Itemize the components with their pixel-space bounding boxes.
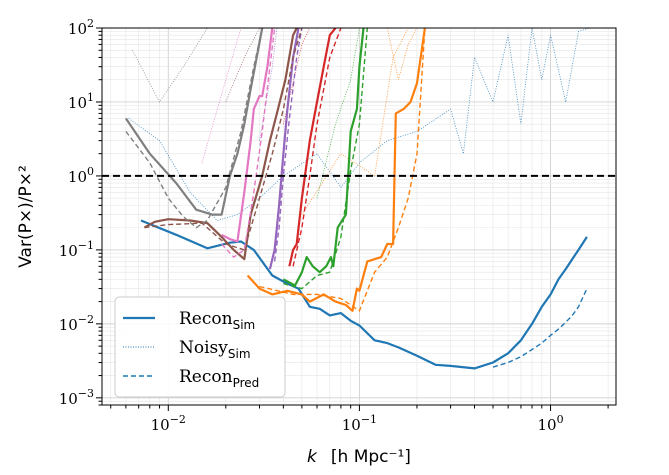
legend-box bbox=[114, 296, 286, 398]
grid bbox=[102, 27, 616, 406]
legend-entry-label: ReconSim bbox=[179, 309, 255, 332]
noisy-sim-line-5 bbox=[225, 28, 260, 103]
recon-pred-line-0 bbox=[492, 288, 588, 368]
legend-entry-label: NoisySim bbox=[179, 338, 251, 361]
recon-sim-line-0 bbox=[140, 219, 588, 370]
recon-sim-line-6 bbox=[221, 28, 274, 243]
legend: ReconSim NoisySim ReconPred bbox=[114, 296, 286, 398]
recon-sim-line-2 bbox=[282, 28, 365, 287]
x-axis-label: k [h Mpc⁻¹] bbox=[307, 447, 411, 467]
recon-pred-line-7 bbox=[125, 28, 263, 229]
recon-pred-line-5 bbox=[144, 28, 303, 251]
y-tick-label: 101 bbox=[68, 91, 94, 112]
x-tick-label: 100 bbox=[538, 413, 564, 434]
recon-sim-line-7 bbox=[124, 28, 264, 216]
recon-sim-line-1 bbox=[246, 28, 426, 312]
recon-pred-line-3 bbox=[292, 28, 342, 267]
noisy-sim-line-4 bbox=[259, 28, 278, 141]
y-tick-label: 10−1 bbox=[59, 239, 94, 260]
y-tick-label: 102 bbox=[68, 17, 94, 38]
recon-pred-line-4 bbox=[273, 28, 303, 262]
legend-entry-label: ReconPred bbox=[179, 367, 259, 390]
recon-pred-line-2 bbox=[283, 28, 368, 290]
x-tick-label: 10−2 bbox=[151, 413, 186, 434]
y-axis-label: Var(P×)/P×² bbox=[16, 165, 36, 268]
noisy-sim-line-0 bbox=[128, 28, 590, 221]
x-tick-label: 10−1 bbox=[342, 413, 377, 434]
y-tick-label: 100 bbox=[68, 165, 94, 186]
recon-sim-line-5 bbox=[143, 28, 298, 261]
y-tick-label: 10−3 bbox=[59, 387, 94, 408]
noisy-sim-line-1 bbox=[301, 28, 409, 215]
noisy-sim-line-7 bbox=[132, 28, 208, 103]
noisy-sim-line-6 bbox=[201, 28, 242, 164]
noisy-sim-line-8 bbox=[386, 28, 418, 80]
axis-labels: k [h Mpc⁻¹] Var(P×)/P×² bbox=[16, 165, 411, 467]
y-tick-label: 10−2 bbox=[59, 313, 94, 334]
axis-ticks: 10−2 10−1 100 10−3 10−2 10−1 100 101 102 bbox=[59, 17, 609, 434]
recon-sim-line-4 bbox=[268, 28, 300, 270]
noisy-sim-line-2 bbox=[316, 28, 360, 199]
recon-pred-line-1 bbox=[259, 28, 426, 312]
series-layer bbox=[124, 28, 590, 370]
recon-sim-line-3 bbox=[288, 28, 337, 267]
recon-pred-line-6 bbox=[221, 28, 276, 259]
